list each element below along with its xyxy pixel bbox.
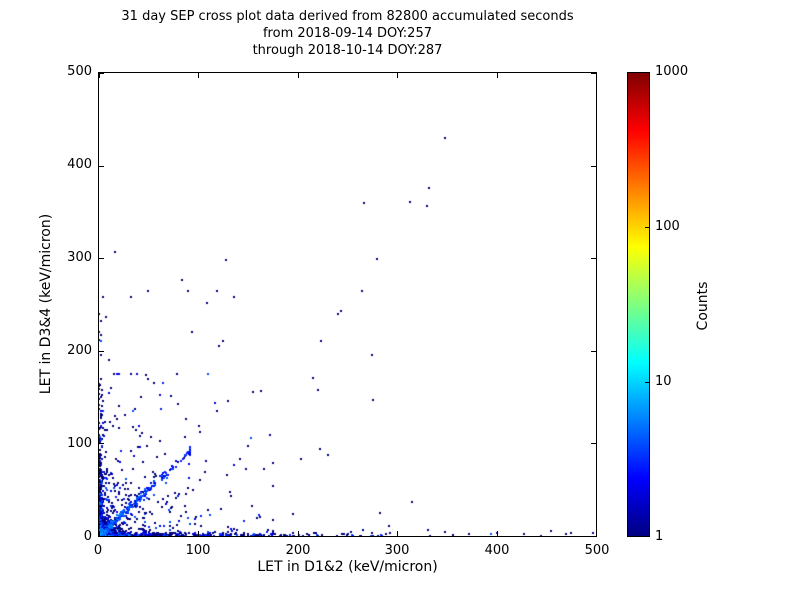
y-tick-label: 300 (67, 250, 92, 265)
y-tick-label: 500 (67, 64, 92, 79)
x-tick-label: 0 (93, 543, 103, 558)
y-tick-label: 200 (67, 343, 92, 358)
y-tick-label: 100 (67, 436, 92, 451)
colorbar-tick-label: 1000 (655, 64, 689, 79)
axis-tick (99, 531, 100, 536)
axis-tick (596, 73, 597, 78)
axis-tick (591, 351, 596, 352)
x-tick-label: 100 (185, 543, 211, 558)
colorbar-tick (645, 227, 649, 228)
axis-tick (298, 73, 299, 78)
axis-tick (99, 73, 104, 74)
x-tick-label: 200 (285, 543, 311, 558)
axis-tick (99, 166, 104, 167)
axis-tick (99, 351, 104, 352)
axis-tick (397, 73, 398, 78)
colorbar-tick (645, 382, 649, 383)
colorbar (627, 72, 650, 537)
colorbar-tick-label: 100 (655, 219, 680, 234)
axis-tick (591, 73, 596, 74)
axis-tick (497, 73, 498, 78)
axis-tick (596, 531, 597, 536)
axis-tick (198, 531, 199, 536)
axis-tick (397, 531, 398, 536)
x-axis-label: LET in D1&2 (keV/micron) (257, 559, 438, 575)
axis-tick (591, 166, 596, 167)
colorbar-tick-label: 1 (655, 529, 664, 544)
axis-tick (497, 531, 498, 536)
y-axis-label: LET in D3&4 (keV/micron) (38, 213, 54, 395)
axis-tick (99, 258, 104, 259)
axis-tick (99, 443, 104, 444)
title-line-1: 31 day SEP cross plot data derived from … (121, 9, 574, 24)
plot-area (98, 72, 597, 537)
axis-tick (99, 73, 100, 78)
axis-tick (591, 258, 596, 259)
x-tick-label: 500 (584, 543, 610, 558)
title-line-3: through 2018-10-14 DOY:287 (252, 43, 443, 58)
y-tick-label: 400 (67, 157, 92, 172)
axis-tick (591, 536, 596, 537)
colorbar-label: Counts (695, 281, 711, 331)
axis-tick (99, 536, 104, 537)
colorbar-gradient (628, 73, 649, 536)
axis-tick (591, 443, 596, 444)
x-tick-label: 300 (384, 543, 410, 558)
figure-title: 31 day SEP cross plot data derived from … (98, 8, 597, 59)
axis-tick (198, 73, 199, 78)
y-tick-label: 0 (83, 529, 92, 544)
axis-tick (298, 531, 299, 536)
colorbar-tick-label: 10 (655, 374, 672, 389)
scatter-points-canvas (99, 73, 596, 536)
title-line-2: from 2018-09-14 DOY:257 (262, 26, 432, 41)
x-tick-label: 400 (484, 543, 510, 558)
